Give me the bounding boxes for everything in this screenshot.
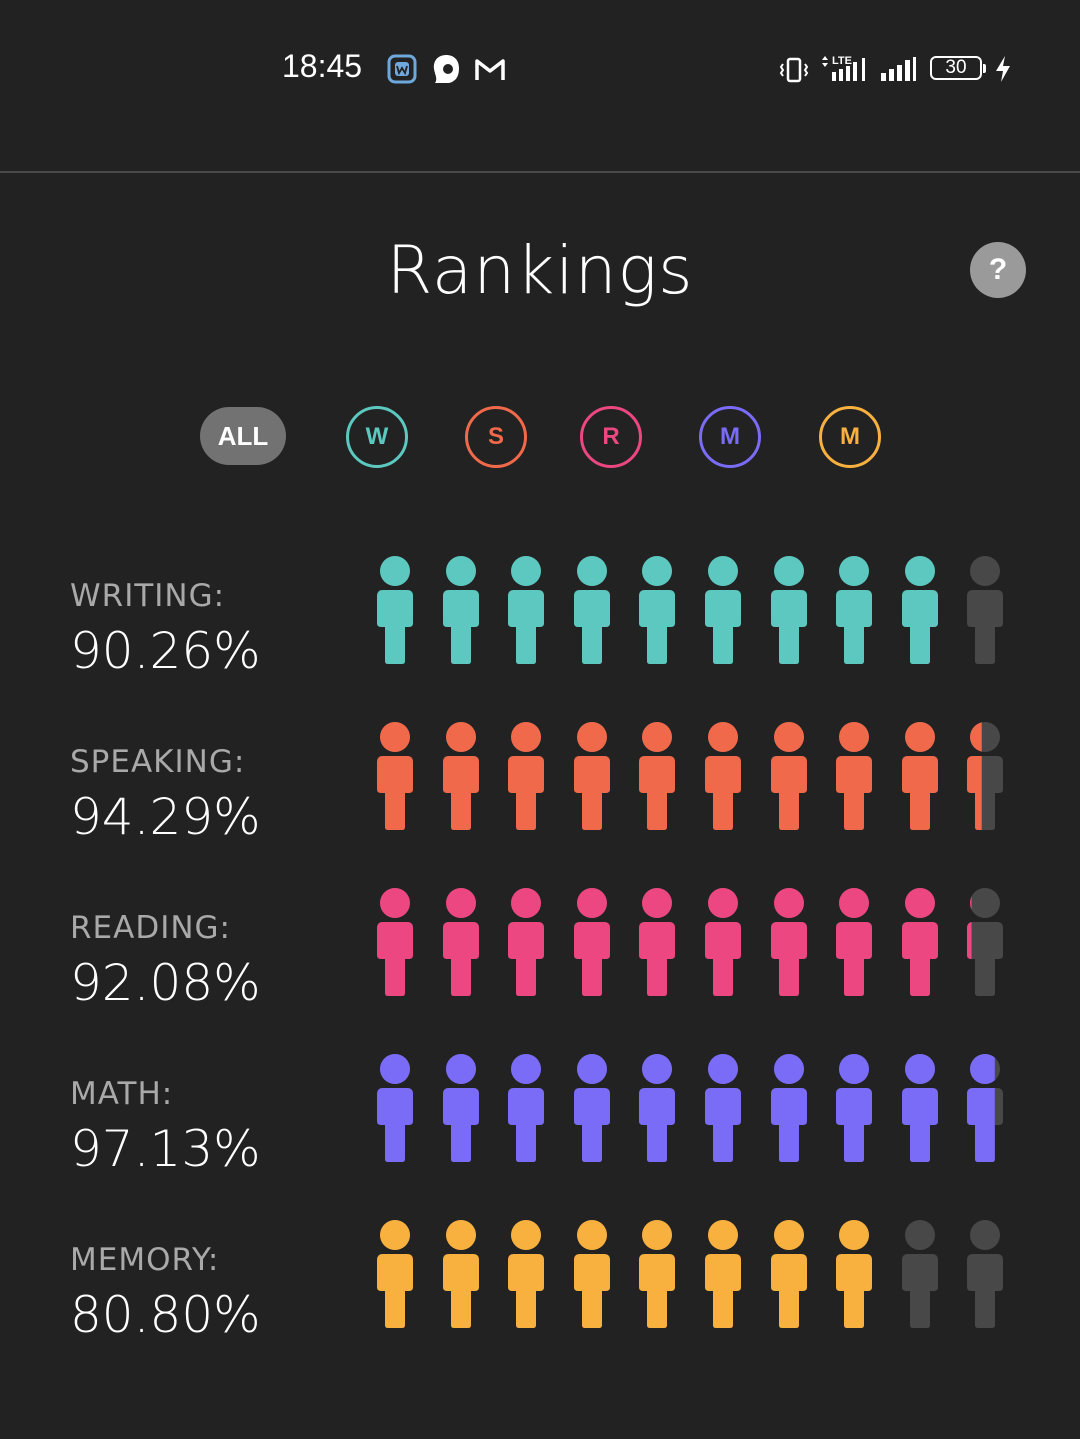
person-icon (377, 722, 413, 830)
page-title: Rankings (386, 232, 694, 309)
person-icon (770, 888, 807, 996)
hijab-avatar-icon (433, 55, 459, 83)
person-icon (639, 556, 676, 664)
person-icon (639, 722, 676, 830)
person-icon (967, 1054, 1004, 1162)
ranking-row-speaking: SPEAKING: 94.29% (0, 722, 1080, 864)
person-icon (442, 1054, 479, 1162)
ranking-label: MATH: (70, 1076, 174, 1112)
person-icon (377, 1054, 413, 1162)
person-icon (639, 1054, 676, 1162)
gmail-icon (475, 59, 505, 80)
person-icon (508, 888, 545, 996)
person-icon (639, 1220, 676, 1328)
person-icon (573, 1220, 610, 1328)
person-icon-row (372, 556, 1012, 666)
header-divider (0, 171, 1080, 173)
ranking-label: READING: (70, 910, 232, 946)
person-icon (573, 888, 610, 996)
person-icon (836, 1054, 873, 1162)
person-icon (901, 722, 938, 830)
person-icon (442, 1220, 479, 1328)
person-icon-row (372, 1054, 1012, 1164)
ranking-row-math: MATH: 97.13% (0, 1054, 1080, 1196)
person-icon (836, 1220, 873, 1328)
person-icon (705, 1220, 741, 1328)
person-icon (442, 888, 479, 996)
filter-all-button[interactable]: ALL (200, 407, 286, 465)
person-icon (573, 1054, 610, 1162)
svg-text:LTE: LTE (832, 55, 852, 67)
person-icon (442, 722, 479, 830)
help-button[interactable]: ? (970, 242, 1026, 298)
ranking-row-reading: READING: 92.08% (0, 888, 1080, 1030)
charging-bolt-icon (996, 56, 1010, 82)
status-time: 18:45 (282, 48, 363, 84)
ranking-label: WRITING: (70, 578, 226, 614)
person-icon (836, 556, 873, 664)
person-icon (967, 722, 1004, 830)
person-icon (705, 888, 741, 996)
person-icon (770, 1054, 807, 1162)
person-icon (508, 556, 545, 664)
ranking-label: MEMORY: (70, 1242, 220, 1278)
person-icon (770, 1220, 807, 1328)
person-icon-row (372, 722, 1012, 832)
status-bar: 18:45 LTE 30 (0, 0, 1080, 140)
lte-signal-icon: LTE (822, 55, 865, 81)
person-icon (967, 556, 1004, 664)
ranking-row-writing: WRITING: 90.26% (0, 556, 1080, 698)
signal-bars-icon (881, 57, 916, 81)
person-icon (770, 722, 807, 830)
ranking-row-memory: MEMORY: 80.80% (0, 1220, 1080, 1362)
ranking-value: 80.80% (70, 1286, 261, 1344)
person-icon-row (372, 1220, 1012, 1330)
filter-speaking-button[interactable]: S (465, 406, 527, 468)
person-icon (705, 722, 741, 830)
person-icon (377, 888, 413, 996)
ranking-value: 94.29% (70, 788, 261, 846)
person-icon (901, 556, 938, 664)
person-icon (639, 888, 676, 996)
person-icon (901, 1054, 938, 1162)
ranking-value: 92.08% (70, 954, 261, 1012)
ranking-label: SPEAKING: (70, 744, 246, 780)
person-icon (705, 556, 741, 664)
person-icon (967, 888, 1004, 996)
person-icon (836, 722, 873, 830)
person-icon (967, 1220, 1004, 1328)
filter-math-button[interactable]: M (699, 406, 761, 468)
app-notification-icon (387, 54, 417, 84)
ranking-value: 97.13% (70, 1120, 261, 1178)
battery-icon: 30 (930, 56, 986, 80)
filter-reading-button[interactable]: R (580, 406, 642, 468)
person-icon (901, 1220, 938, 1328)
person-icon (573, 722, 610, 830)
person-icon (705, 1054, 741, 1162)
person-icon (573, 556, 610, 664)
person-icon (901, 888, 938, 996)
person-icon (508, 722, 545, 830)
vibrate-icon (779, 57, 809, 83)
ranking-value: 90.26% (70, 622, 261, 680)
person-icon (836, 888, 873, 996)
person-icon (377, 556, 413, 664)
filter-writing-button[interactable]: W (346, 406, 408, 468)
person-icon (508, 1220, 545, 1328)
person-icon (377, 1220, 413, 1328)
person-icon-row (372, 888, 1012, 998)
person-icon (770, 556, 807, 664)
person-icon (508, 1054, 545, 1162)
filter-memory-button[interactable]: M (819, 406, 881, 468)
person-icon (442, 556, 479, 664)
